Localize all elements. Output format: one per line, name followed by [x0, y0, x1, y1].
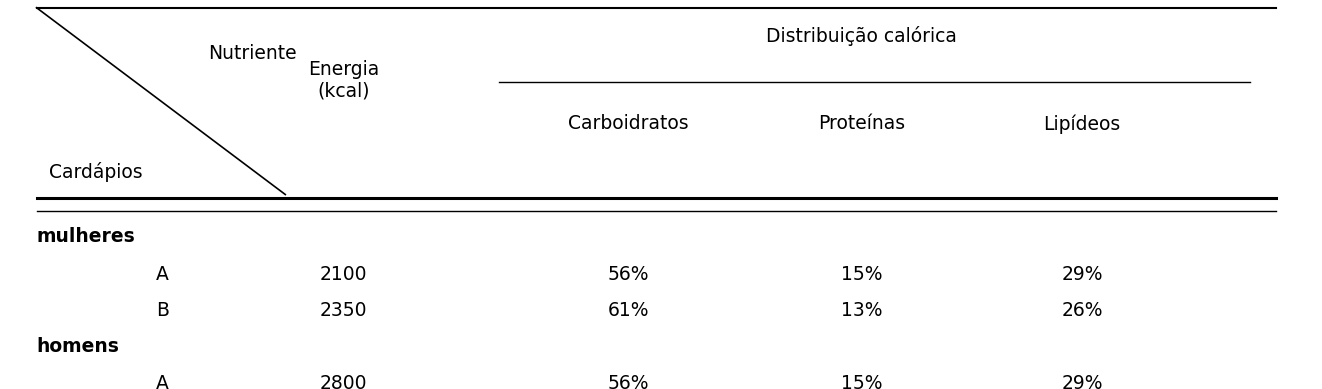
Text: 29%: 29%	[1062, 374, 1103, 389]
Text: 56%: 56%	[608, 265, 649, 284]
Text: 56%: 56%	[608, 374, 649, 389]
Text: A: A	[156, 374, 169, 389]
Text: B: B	[156, 301, 169, 320]
Text: 26%: 26%	[1062, 301, 1103, 320]
Text: 13%: 13%	[841, 301, 883, 320]
Text: 15%: 15%	[841, 374, 883, 389]
Text: Nutriente: Nutriente	[209, 44, 297, 63]
Text: 61%: 61%	[608, 301, 649, 320]
Text: 15%: 15%	[841, 265, 883, 284]
Text: Carboidratos: Carboidratos	[568, 114, 689, 133]
Text: A: A	[156, 265, 169, 284]
Text: mulheres: mulheres	[37, 227, 135, 246]
Text: Cardápios: Cardápios	[49, 161, 143, 182]
Text: 2100: 2100	[320, 265, 368, 284]
Text: homens: homens	[37, 338, 119, 356]
Text: Lipídeos: Lipídeos	[1043, 114, 1121, 134]
Text: Distribuição calórica: Distribuição calórica	[767, 26, 957, 46]
Text: 2800: 2800	[320, 374, 368, 389]
Text: Energia
(kcal): Energia (kcal)	[308, 60, 379, 101]
Text: Proteínas: Proteínas	[818, 114, 906, 133]
Text: 2350: 2350	[320, 301, 368, 320]
Text: 29%: 29%	[1062, 265, 1103, 284]
